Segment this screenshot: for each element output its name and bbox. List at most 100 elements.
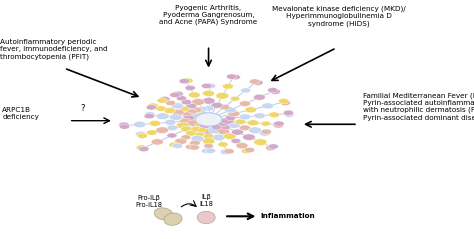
Circle shape <box>273 123 283 128</box>
Circle shape <box>195 132 205 137</box>
Circle shape <box>261 121 271 126</box>
Circle shape <box>165 100 176 105</box>
Circle shape <box>269 112 280 118</box>
Circle shape <box>185 109 197 115</box>
Circle shape <box>236 143 248 149</box>
Circle shape <box>212 134 225 141</box>
Text: Familial Mediterranean Fever (FMF)/
Pyrin-associated autoinflammation
with neutr: Familial Mediterranean Fever (FMF)/ Pyri… <box>363 92 474 120</box>
Ellipse shape <box>197 211 215 224</box>
Circle shape <box>179 79 190 84</box>
Circle shape <box>216 92 229 99</box>
Ellipse shape <box>154 208 173 220</box>
Circle shape <box>228 111 240 117</box>
Circle shape <box>202 138 215 144</box>
Circle shape <box>176 96 187 101</box>
Circle shape <box>211 123 224 130</box>
Text: Mevalonate kinase deficiency (MKD)/
Hyperimmunoglobulinemia D
syndrome (HIDS): Mevalonate kinase deficiency (MKD)/ Hype… <box>272 6 406 27</box>
Text: Pyogenic Arthritis,
Pyoderma Gangrenosum,
and Acne (PAPA) Syndrome: Pyogenic Arthritis, Pyoderma Gangrenosum… <box>159 5 258 25</box>
Circle shape <box>201 148 212 153</box>
Circle shape <box>245 147 255 152</box>
Circle shape <box>243 134 255 140</box>
Circle shape <box>262 103 273 109</box>
Circle shape <box>279 98 289 104</box>
Text: Pro-ILβ
Pro-IL18: Pro-ILβ Pro-IL18 <box>136 195 163 208</box>
Circle shape <box>146 105 156 110</box>
Circle shape <box>185 85 195 91</box>
Circle shape <box>157 98 167 103</box>
Circle shape <box>254 94 265 100</box>
Circle shape <box>173 91 183 97</box>
Circle shape <box>198 107 207 111</box>
Circle shape <box>172 143 182 148</box>
Circle shape <box>172 109 184 115</box>
Circle shape <box>218 120 230 126</box>
Circle shape <box>182 112 192 117</box>
Circle shape <box>144 114 155 119</box>
Circle shape <box>218 128 230 135</box>
Circle shape <box>185 144 196 150</box>
Circle shape <box>182 78 193 83</box>
Circle shape <box>268 144 278 149</box>
Circle shape <box>247 120 259 126</box>
Circle shape <box>192 99 205 105</box>
Circle shape <box>211 102 223 108</box>
Ellipse shape <box>164 213 182 225</box>
Circle shape <box>195 110 208 117</box>
Circle shape <box>229 123 240 128</box>
Circle shape <box>190 126 201 132</box>
Circle shape <box>176 122 189 129</box>
Circle shape <box>191 136 204 142</box>
Circle shape <box>138 147 149 152</box>
Circle shape <box>137 133 147 138</box>
Circle shape <box>224 133 236 139</box>
Circle shape <box>224 107 237 113</box>
Circle shape <box>190 140 200 146</box>
Circle shape <box>227 74 237 79</box>
Circle shape <box>249 79 260 84</box>
Text: ILβ
IL18: ILβ IL18 <box>199 194 213 207</box>
Circle shape <box>146 130 157 135</box>
Circle shape <box>219 104 230 110</box>
Circle shape <box>208 127 221 134</box>
Circle shape <box>205 148 216 153</box>
Circle shape <box>193 112 203 118</box>
Circle shape <box>164 120 176 125</box>
Text: ?: ? <box>81 104 85 113</box>
Circle shape <box>164 108 175 114</box>
Circle shape <box>231 129 244 135</box>
Circle shape <box>167 133 177 138</box>
Circle shape <box>283 110 294 115</box>
Circle shape <box>235 119 246 125</box>
Circle shape <box>188 92 200 98</box>
Circle shape <box>221 118 234 124</box>
Circle shape <box>190 114 201 120</box>
Circle shape <box>187 120 199 126</box>
Circle shape <box>253 80 263 85</box>
Circle shape <box>156 113 169 120</box>
Circle shape <box>203 106 214 111</box>
Text: Autoinflammatory periodic
fever, immunodeficiency, and
thrombocytopenia (PFIT): Autoinflammatory periodic fever, immunod… <box>0 39 108 60</box>
Circle shape <box>134 121 146 128</box>
Circle shape <box>136 131 146 137</box>
Circle shape <box>245 107 257 113</box>
Circle shape <box>230 96 240 101</box>
Circle shape <box>170 92 180 98</box>
Circle shape <box>202 98 215 104</box>
Circle shape <box>160 97 170 102</box>
Circle shape <box>200 123 210 129</box>
Circle shape <box>231 138 241 143</box>
Circle shape <box>267 87 278 93</box>
Circle shape <box>185 131 196 136</box>
Circle shape <box>273 121 284 126</box>
Circle shape <box>174 138 187 144</box>
Circle shape <box>239 114 251 120</box>
Circle shape <box>145 112 155 117</box>
Circle shape <box>148 103 158 108</box>
Circle shape <box>259 131 270 136</box>
Circle shape <box>181 99 191 105</box>
Circle shape <box>149 120 161 126</box>
Circle shape <box>186 103 197 109</box>
Circle shape <box>241 88 251 93</box>
Circle shape <box>201 83 212 89</box>
Circle shape <box>270 89 281 94</box>
